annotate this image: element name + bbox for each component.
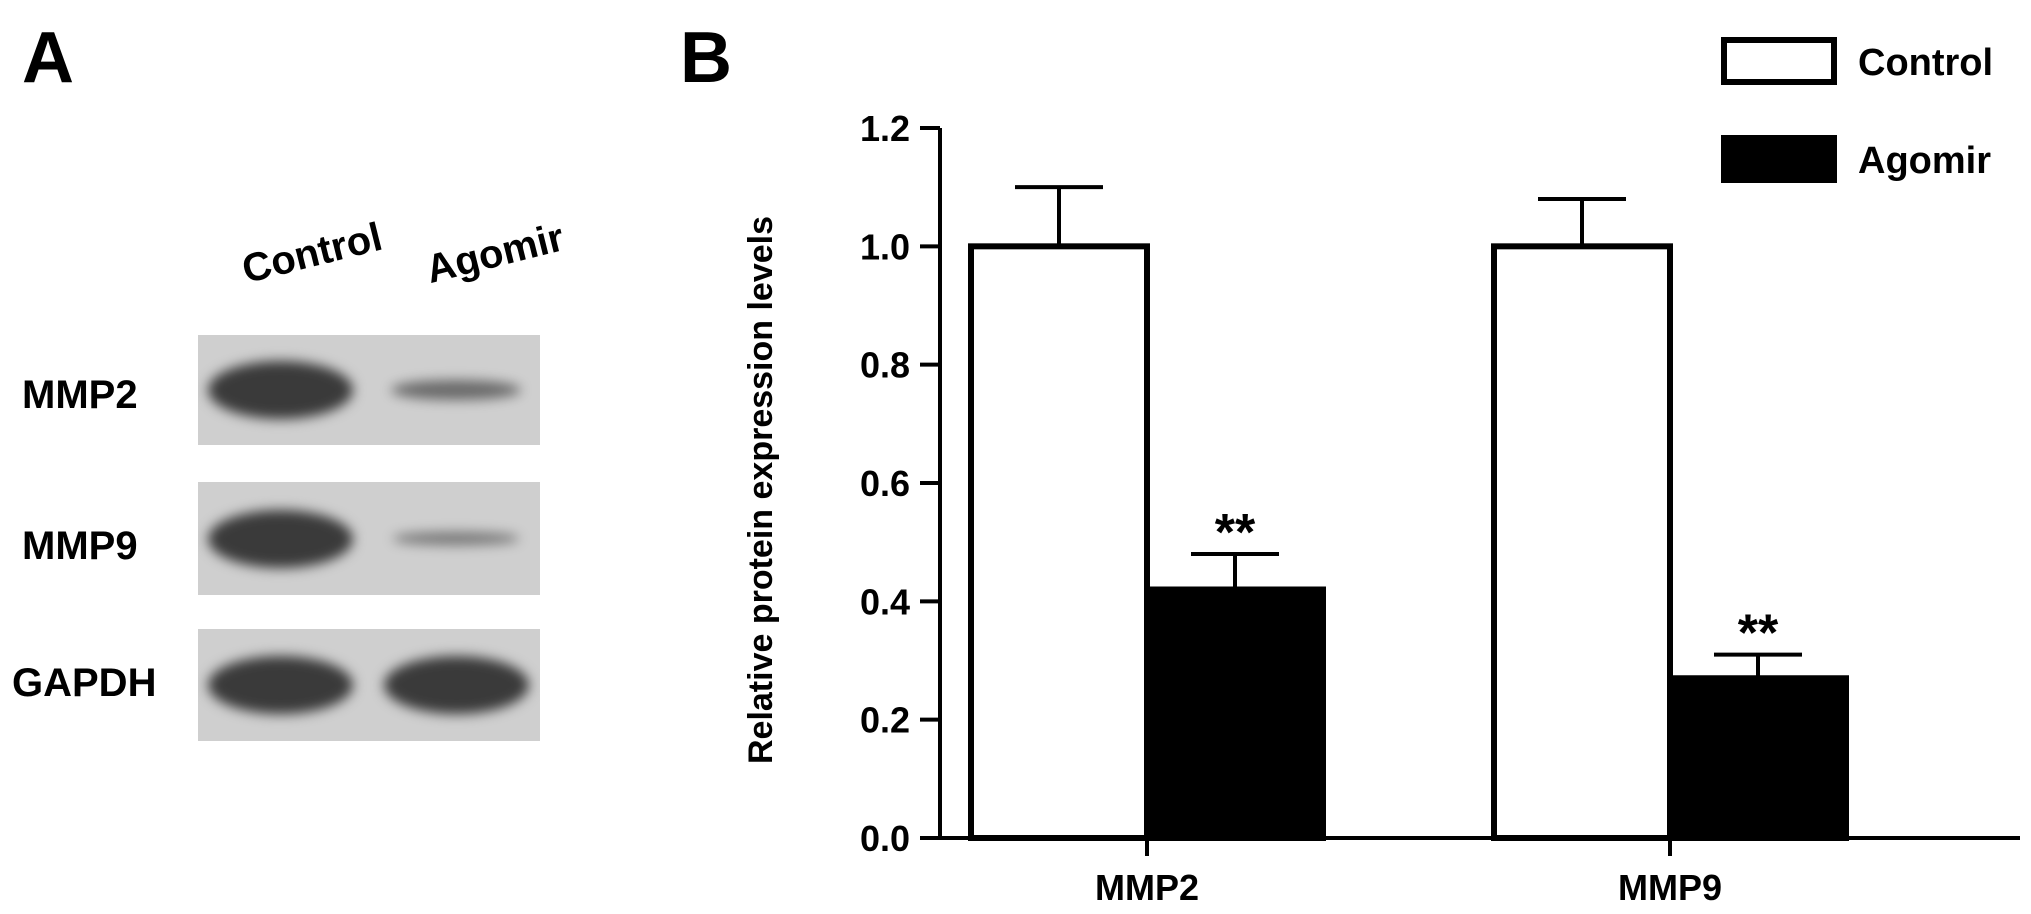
y-axis-label: Relative protein expression levels — [742, 216, 780, 764]
y-tick-label: 0.8 — [860, 345, 910, 386]
blot-strip-gapdh — [198, 629, 540, 741]
panel-b-label: B — [680, 18, 732, 98]
significance-marker: ** — [1738, 605, 1779, 663]
x-tick-label: MMP9 — [1618, 867, 1722, 908]
bar-control-mmp2 — [968, 243, 1150, 842]
bar-agomir-mmp9 — [1667, 675, 1849, 841]
blot-band — [383, 656, 529, 714]
panel-a-label: A — [22, 18, 74, 98]
chart-bars: ** ** — [968, 185, 1849, 842]
blot-band — [390, 379, 522, 401]
blot-band — [207, 361, 353, 419]
significance-marker: ** — [1215, 504, 1256, 562]
blot-band — [392, 532, 520, 545]
blot-row-label-gapdh: GAPDH — [12, 661, 157, 705]
blot-band — [207, 656, 353, 714]
legend-label-agomir: Agomir — [1858, 140, 1991, 182]
y-tick-label: 1.0 — [860, 226, 910, 267]
blot-row-label-mmp2: MMP2 — [22, 373, 138, 417]
y-tick-label: 0.4 — [860, 581, 910, 622]
y-tick-label: 0.2 — [860, 700, 910, 741]
legend-label-control: Control — [1858, 42, 1993, 84]
y-tick-label: 1.2 — [860, 108, 910, 149]
blot-band — [207, 509, 353, 568]
blot-row-label-mmp9: MMP9 — [22, 524, 138, 568]
legend-swatch-agomir — [1721, 135, 1837, 183]
bar-control-mmp9 — [1491, 243, 1673, 842]
legend-swatch-control — [1721, 37, 1837, 85]
y-tick-label: 0.6 — [860, 463, 910, 504]
bar-agomir-mmp2 — [1144, 586, 1326, 841]
blot-strip-mmp9 — [198, 482, 540, 595]
blot-strip-mmp2 — [198, 335, 540, 445]
x-tick-label: MMP2 — [1095, 867, 1199, 908]
y-tick-label: 0.0 — [860, 818, 910, 859]
chart-legend: Control Agomir — [1721, 37, 1993, 183]
